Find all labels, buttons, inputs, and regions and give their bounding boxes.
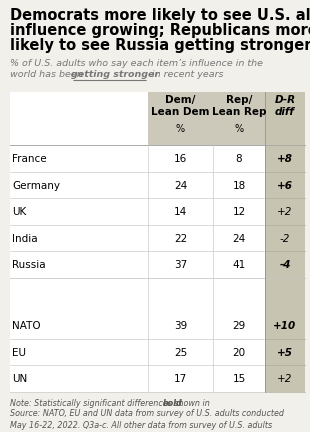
Text: Russia: Russia (12, 260, 46, 270)
Bar (10, 92, 265, 391)
Text: world has been: world has been (10, 70, 86, 79)
Text: UK: UK (12, 207, 26, 217)
Text: Germany: Germany (12, 181, 60, 191)
Text: bold: bold (163, 400, 183, 409)
Text: 14: 14 (174, 207, 187, 217)
Text: 25: 25 (174, 348, 187, 358)
Text: 18: 18 (232, 181, 246, 191)
Text: -2: -2 (280, 234, 290, 244)
Text: -4: -4 (279, 260, 291, 270)
Bar (148, 92, 265, 145)
Text: %: % (176, 124, 185, 133)
Text: +2: +2 (277, 374, 293, 384)
Text: 41: 41 (232, 260, 246, 270)
Text: Note: Statistically significant differences shown in: Note: Statistically significant differen… (10, 400, 212, 409)
Text: getting stronger: getting stronger (71, 70, 159, 79)
Text: +6: +6 (277, 181, 293, 191)
Text: UN: UN (12, 374, 27, 384)
Text: D-R
diff: D-R diff (274, 95, 295, 117)
Text: likely to see Russia getting stronger: likely to see Russia getting stronger (10, 38, 310, 53)
Text: 29: 29 (232, 321, 246, 331)
Text: 17: 17 (174, 374, 187, 384)
Text: in recent years: in recent years (149, 70, 224, 79)
Text: 37: 37 (174, 260, 187, 270)
Text: %: % (234, 124, 244, 133)
Text: 24: 24 (174, 181, 187, 191)
Text: influence growing; Republicans more: influence growing; Republicans more (10, 23, 310, 38)
Text: India: India (12, 234, 38, 244)
Text: % of U.S. adults who say each item’s influence in the: % of U.S. adults who say each item’s inf… (10, 59, 263, 68)
Text: +2: +2 (277, 207, 293, 217)
Text: NATO: NATO (12, 321, 41, 331)
Text: 8: 8 (236, 154, 242, 164)
Text: 24: 24 (232, 234, 246, 244)
Text: 20: 20 (232, 348, 246, 358)
Text: +5: +5 (277, 348, 293, 358)
Text: +8: +8 (277, 154, 293, 164)
Text: +10: +10 (273, 321, 297, 331)
Text: France: France (12, 154, 46, 164)
Text: Dem/
Lean Dem: Dem/ Lean Dem (151, 95, 210, 117)
Text: Democrats more likely to see U.S. allies’: Democrats more likely to see U.S. allies… (10, 8, 310, 23)
Text: .: . (181, 400, 184, 409)
Text: 15: 15 (232, 374, 246, 384)
Text: 22: 22 (174, 234, 187, 244)
Text: Source: NATO, EU and UN data from survey of U.S. adults conducted
May 16-22, 202: Source: NATO, EU and UN data from survey… (10, 410, 284, 432)
Text: 12: 12 (232, 207, 246, 217)
Bar (265, 92, 305, 391)
Text: 39: 39 (174, 321, 187, 331)
Text: Rep/
Lean Rep: Rep/ Lean Rep (212, 95, 266, 117)
Text: 16: 16 (174, 154, 187, 164)
Text: EU: EU (12, 348, 26, 358)
